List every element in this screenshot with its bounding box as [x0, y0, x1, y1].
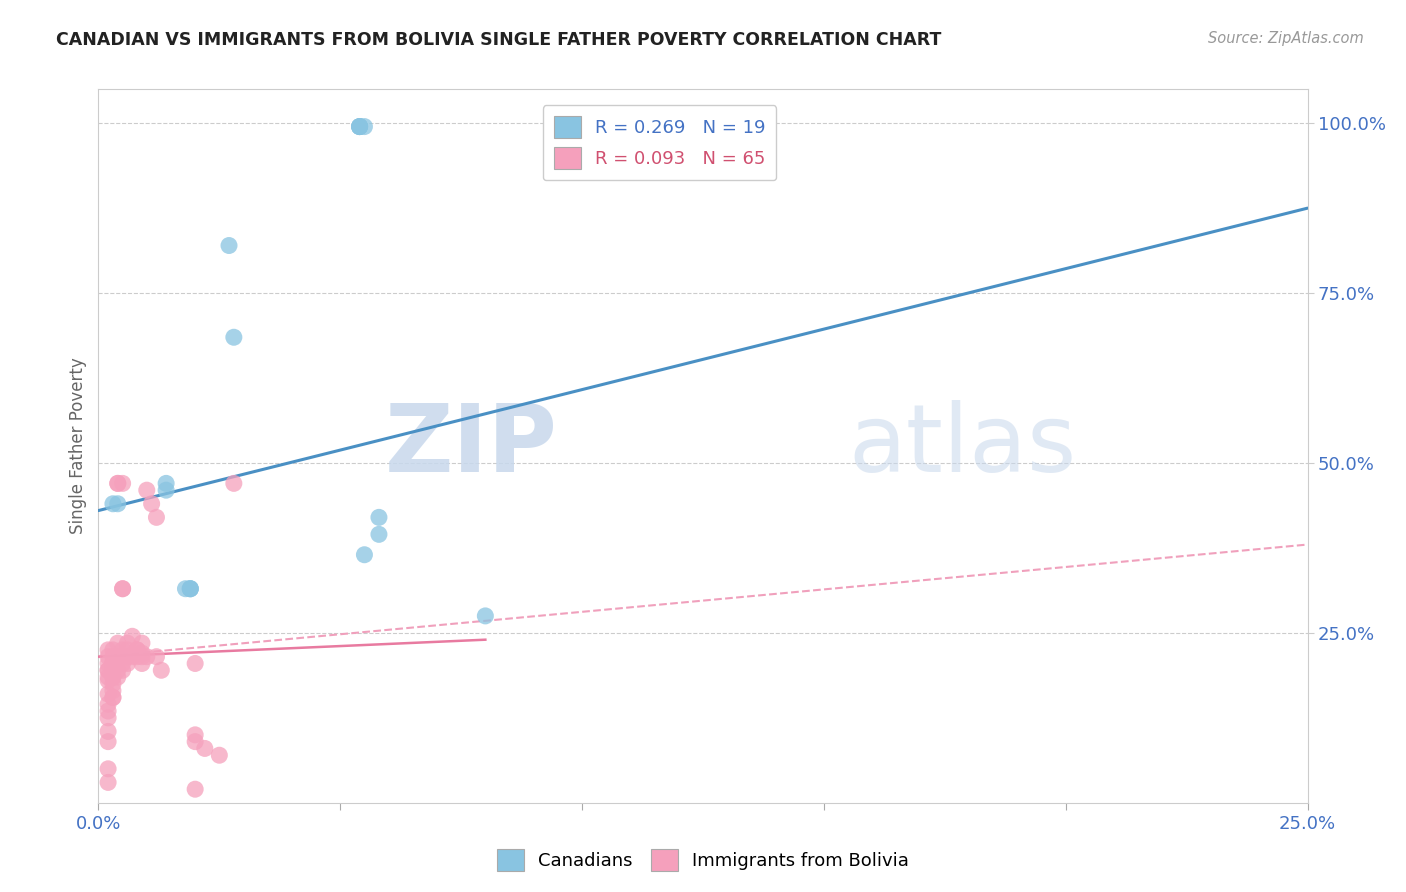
Point	[155, 483, 177, 498]
Point	[107, 476, 129, 491]
Point	[111, 476, 134, 491]
Point	[121, 649, 143, 664]
Text: atlas: atlas	[848, 400, 1077, 492]
Point	[349, 120, 371, 134]
Point	[101, 677, 124, 691]
Point	[218, 238, 240, 252]
Point	[97, 643, 120, 657]
Point	[194, 741, 217, 756]
Point	[127, 643, 149, 657]
Text: Source: ZipAtlas.com: Source: ZipAtlas.com	[1208, 31, 1364, 46]
Point	[121, 629, 143, 643]
Point	[131, 649, 153, 664]
Point	[184, 734, 207, 748]
Point	[101, 657, 124, 671]
Point	[97, 734, 120, 748]
Point	[145, 510, 167, 524]
Point	[208, 748, 231, 763]
Point	[174, 582, 197, 596]
Point	[117, 636, 139, 650]
Point	[111, 657, 134, 671]
Point	[97, 663, 120, 677]
Point	[111, 582, 134, 596]
Point	[97, 775, 120, 789]
Point	[101, 683, 124, 698]
Point	[107, 476, 129, 491]
Point	[349, 120, 371, 134]
Point	[131, 657, 153, 671]
Point	[184, 657, 207, 671]
Point	[117, 649, 139, 664]
Point	[97, 698, 120, 712]
Legend: R = 0.269   N = 19, R = 0.093   N = 65: R = 0.269 N = 19, R = 0.093 N = 65	[543, 105, 776, 180]
Point	[127, 649, 149, 664]
Point	[349, 120, 371, 134]
Point	[150, 663, 173, 677]
Point	[127, 643, 149, 657]
Point	[97, 673, 120, 688]
Point	[97, 687, 120, 701]
Point	[97, 649, 120, 664]
Point	[131, 636, 153, 650]
Point	[474, 608, 496, 623]
Point	[97, 704, 120, 718]
Point	[101, 663, 124, 677]
Point	[97, 663, 120, 677]
Point	[222, 476, 245, 491]
Point	[101, 643, 124, 657]
Point	[107, 663, 129, 677]
Point	[353, 548, 375, 562]
Point	[184, 782, 207, 797]
Point	[368, 527, 391, 541]
Point	[107, 497, 129, 511]
Point	[97, 711, 120, 725]
Point	[179, 582, 201, 596]
Point	[101, 649, 124, 664]
Point	[101, 690, 124, 705]
Text: ZIP: ZIP	[385, 400, 558, 492]
Point	[101, 657, 124, 671]
Point	[141, 497, 163, 511]
Point	[131, 646, 153, 660]
Y-axis label: Single Father Poverty: Single Father Poverty	[69, 358, 87, 534]
Text: CANADIAN VS IMMIGRANTS FROM BOLIVIA SINGLE FATHER POVERTY CORRELATION CHART: CANADIAN VS IMMIGRANTS FROM BOLIVIA SING…	[56, 31, 942, 49]
Point	[155, 476, 177, 491]
Point	[97, 657, 120, 671]
Point	[184, 728, 207, 742]
Point	[101, 670, 124, 684]
Point	[97, 762, 120, 776]
Point	[111, 643, 134, 657]
Point	[97, 724, 120, 739]
Point	[97, 670, 120, 684]
Point	[107, 670, 129, 684]
Point	[349, 120, 371, 134]
Point	[107, 636, 129, 650]
Point	[101, 657, 124, 671]
Point	[145, 649, 167, 664]
Point	[135, 483, 157, 498]
Point	[135, 649, 157, 664]
Point	[117, 657, 139, 671]
Point	[101, 670, 124, 684]
Point	[179, 582, 201, 596]
Point	[101, 497, 124, 511]
Point	[179, 582, 201, 596]
Point	[368, 510, 391, 524]
Point	[222, 330, 245, 344]
Point	[111, 582, 134, 596]
Point	[101, 690, 124, 705]
Point	[117, 643, 139, 657]
Point	[353, 120, 375, 134]
Point	[111, 663, 134, 677]
Legend: Canadians, Immigrants from Bolivia: Canadians, Immigrants from Bolivia	[489, 842, 917, 879]
Point	[107, 649, 129, 664]
